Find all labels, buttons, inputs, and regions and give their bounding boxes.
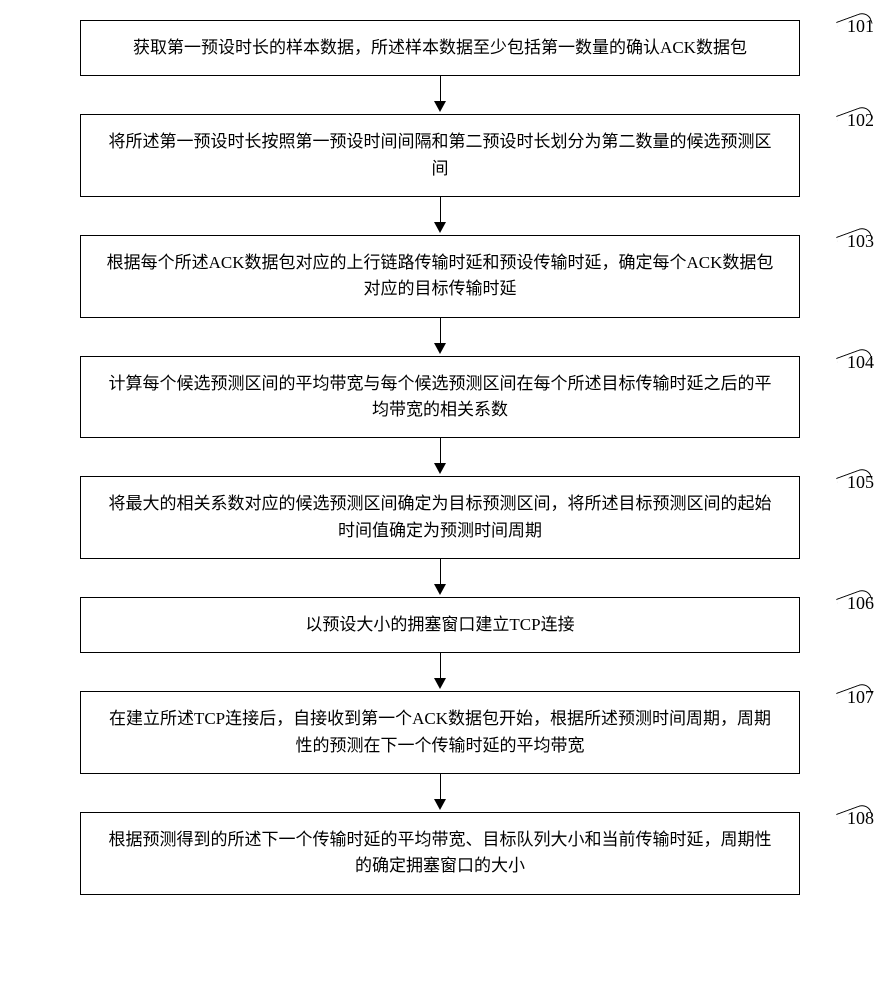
connector-arrow xyxy=(434,76,446,114)
step-number-callout: 102 xyxy=(847,110,874,131)
step-105: 将最大的相关系数对应的候选预测区间确定为目标预测区间，将所述目标预测区间的起始时… xyxy=(40,476,840,559)
step-box: 计算每个候选预测区间的平均带宽与每个候选预测区间在每个所述目标传输时延之后的平均… xyxy=(80,356,800,439)
step-box: 根据预测得到的所述下一个传输时延的平均带宽、目标队列大小和当前传输时延，周期性的… xyxy=(80,812,800,895)
arrow-line xyxy=(440,559,441,585)
arrowhead-icon xyxy=(434,222,446,233)
arrowhead-icon xyxy=(434,101,446,112)
arrowhead-icon xyxy=(434,678,446,689)
step-box: 将最大的相关系数对应的候选预测区间确定为目标预测区间，将所述目标预测区间的起始时… xyxy=(80,476,800,559)
connector-arrow xyxy=(434,774,446,812)
arrowhead-icon xyxy=(434,463,446,474)
arrowhead-icon xyxy=(434,343,446,354)
step-number-callout: 106 xyxy=(847,593,874,614)
step-101: 获取第一预设时长的样本数据，所述样本数据至少包括第一数量的确认ACK数据包101 xyxy=(40,20,840,76)
arrowhead-icon xyxy=(434,584,446,595)
connector-arrow xyxy=(434,559,446,597)
step-box: 获取第一预设时长的样本数据，所述样本数据至少包括第一数量的确认ACK数据包 xyxy=(80,20,800,76)
step-number-callout: 105 xyxy=(847,472,874,493)
step-box: 根据每个所述ACK数据包对应的上行链路传输时延和预设传输时延，确定每个ACK数据… xyxy=(80,235,800,318)
step-108: 根据预测得到的所述下一个传输时延的平均带宽、目标队列大小和当前传输时延，周期性的… xyxy=(40,812,840,895)
arrowhead-icon xyxy=(434,799,446,810)
arrow-line xyxy=(440,774,441,800)
connector-arrow xyxy=(434,197,446,235)
step-107: 在建立所述TCP连接后，自接收到第一个ACK数据包开始，根据所述预测时间周期，周… xyxy=(40,691,840,774)
connector-arrow xyxy=(434,438,446,476)
arrow-line xyxy=(440,76,441,102)
arrow-line xyxy=(440,318,441,344)
flowchart-container: 获取第一预设时长的样本数据，所述样本数据至少包括第一数量的确认ACK数据包101… xyxy=(40,20,840,895)
step-number-callout: 107 xyxy=(847,687,874,708)
step-box: 以预设大小的拥塞窗口建立TCP连接 xyxy=(80,597,800,653)
arrow-line xyxy=(440,438,441,464)
arrow-line xyxy=(440,653,441,679)
step-number-callout: 101 xyxy=(847,16,874,37)
step-number-callout: 108 xyxy=(847,808,874,829)
step-102: 将所述第一预设时长按照第一预设时间间隔和第二预设时长划分为第二数量的候选预测区间… xyxy=(40,114,840,197)
step-number-callout: 103 xyxy=(847,231,874,252)
step-box: 在建立所述TCP连接后，自接收到第一个ACK数据包开始，根据所述预测时间周期，周… xyxy=(80,691,800,774)
step-103: 根据每个所述ACK数据包对应的上行链路传输时延和预设传输时延，确定每个ACK数据… xyxy=(40,235,840,318)
arrow-line xyxy=(440,197,441,223)
connector-arrow xyxy=(434,318,446,356)
step-number-callout: 104 xyxy=(847,352,874,373)
step-104: 计算每个候选预测区间的平均带宽与每个候选预测区间在每个所述目标传输时延之后的平均… xyxy=(40,356,840,439)
step-box: 将所述第一预设时长按照第一预设时间间隔和第二预设时长划分为第二数量的候选预测区间 xyxy=(80,114,800,197)
connector-arrow xyxy=(434,653,446,691)
step-106: 以预设大小的拥塞窗口建立TCP连接106 xyxy=(40,597,840,653)
